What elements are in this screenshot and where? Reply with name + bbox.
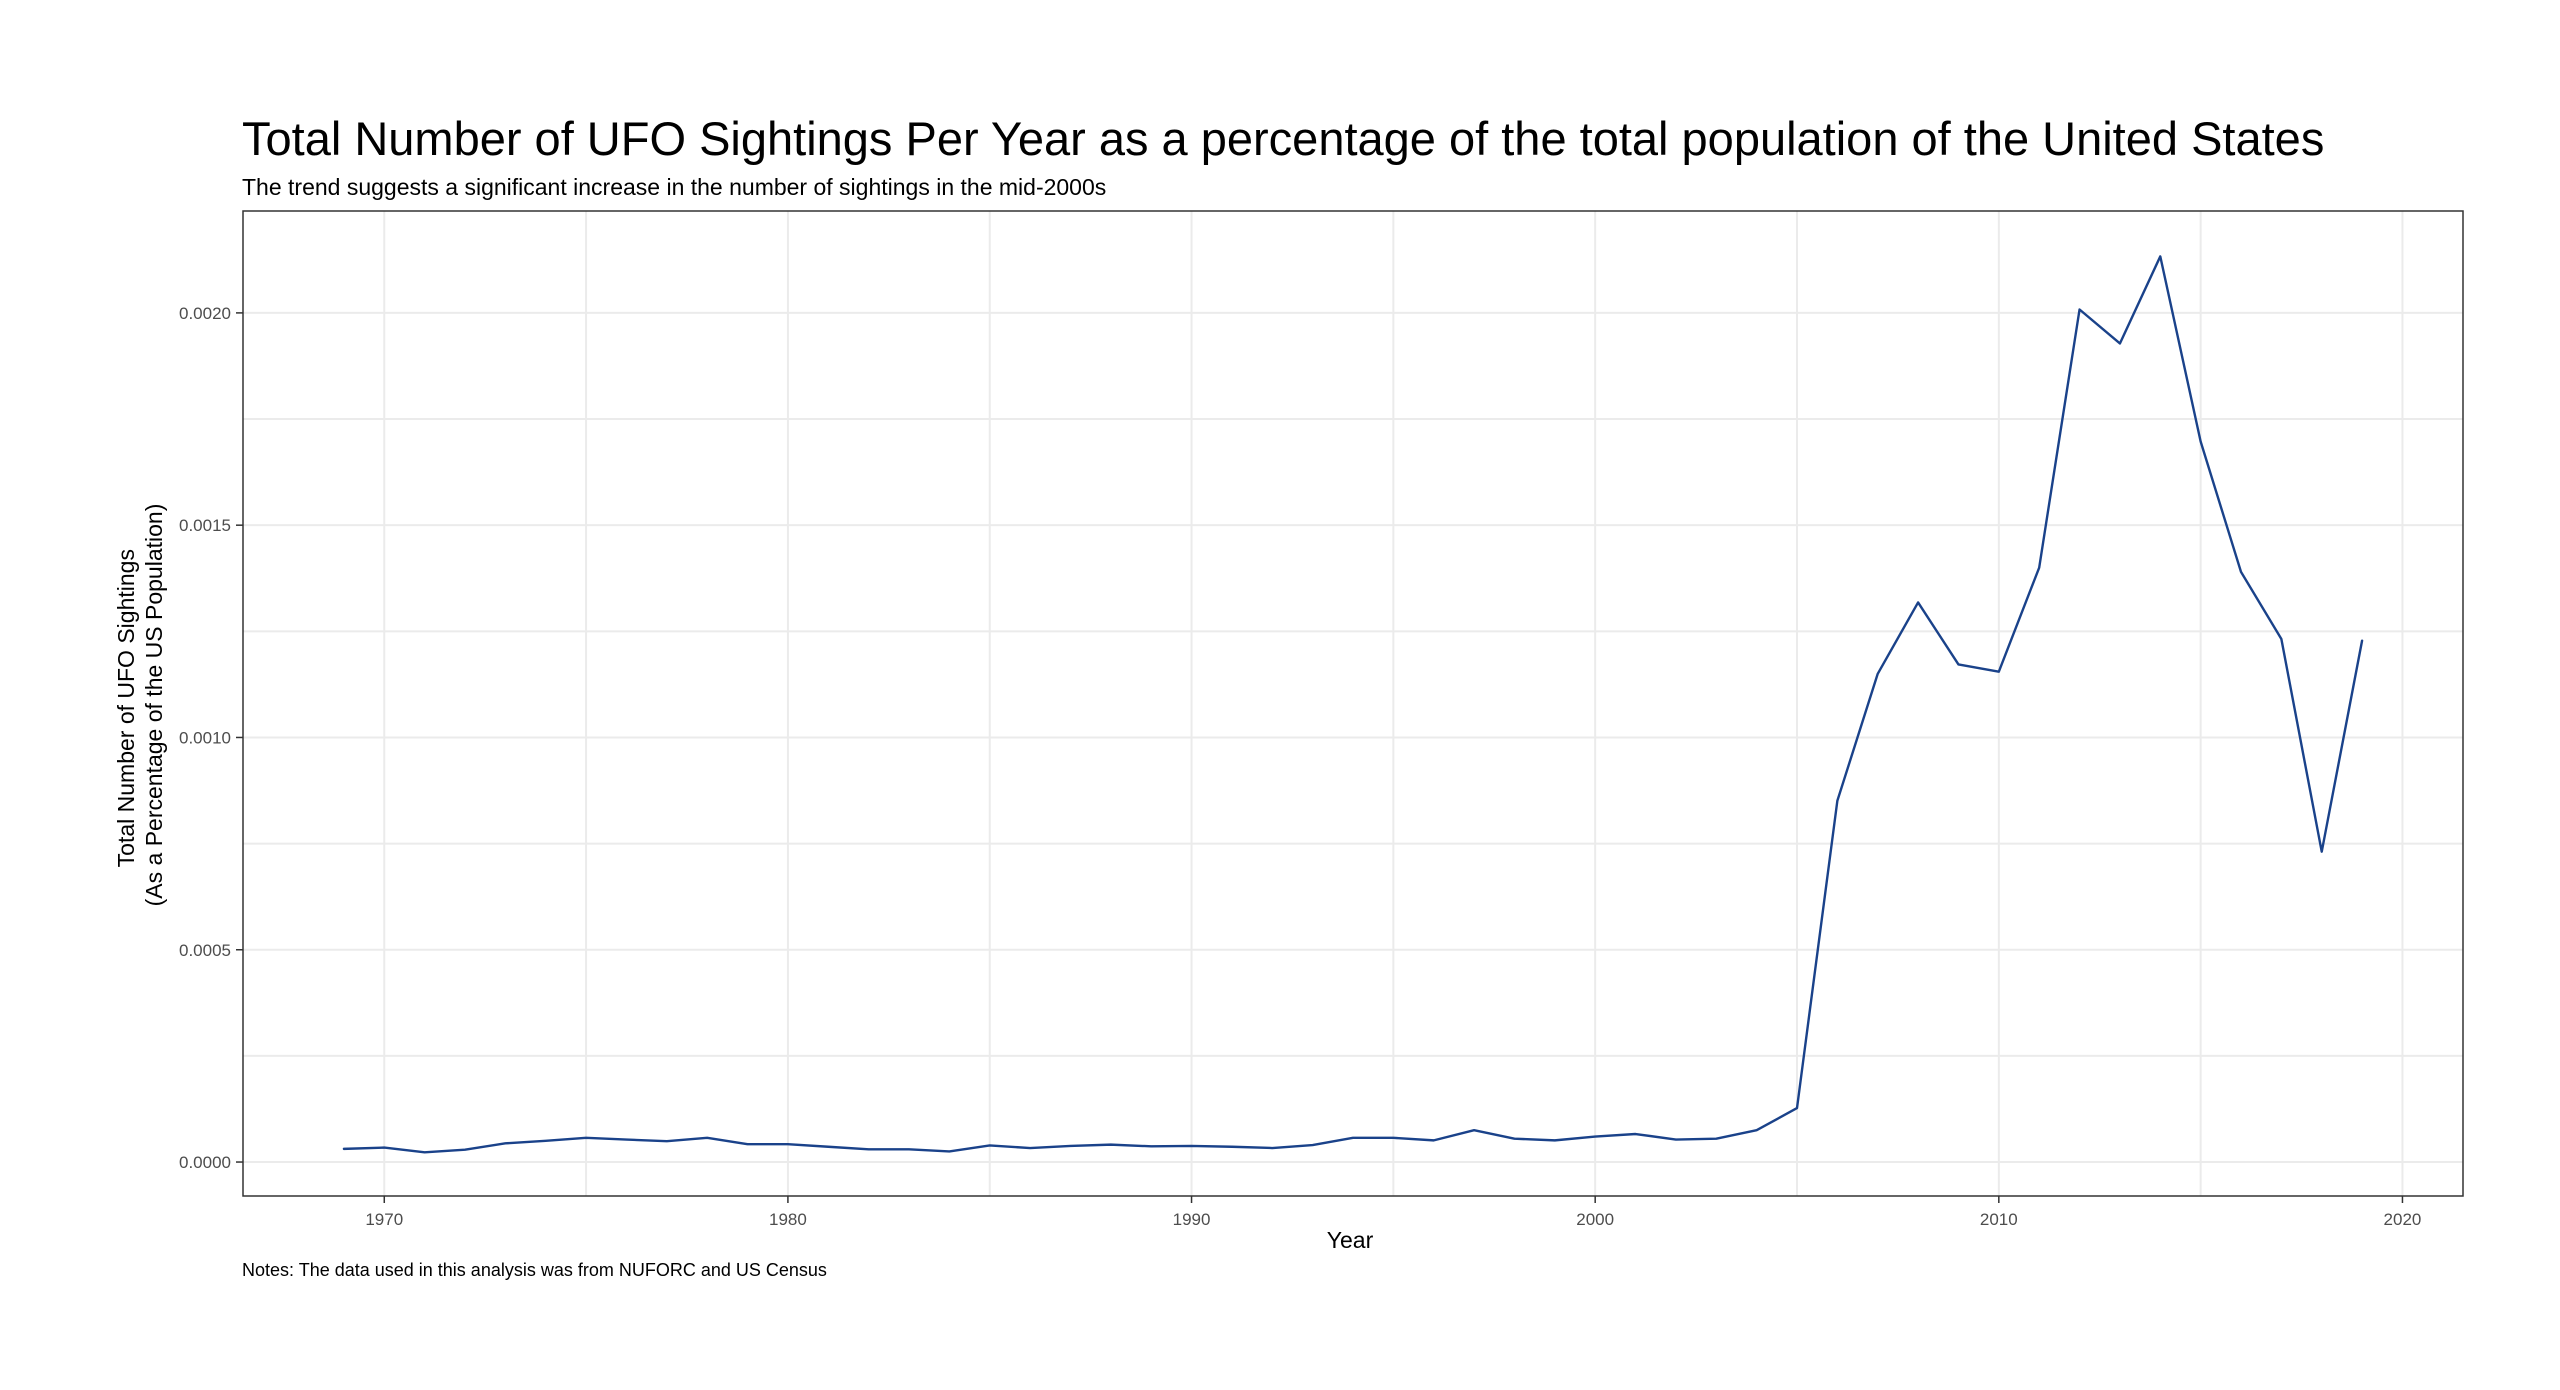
y-tick-label: 0.0015: [179, 516, 231, 535]
series-line: [342, 255, 2364, 1154]
y-tick-label: 0.0010: [179, 728, 231, 747]
x-tick-label: 2010: [1980, 1210, 2018, 1229]
y-axis-title-line-2: (As a Percentage of the US Population): [141, 504, 167, 907]
y-tick-label: 0.0020: [179, 304, 231, 323]
x-tick-label: 2020: [2384, 1210, 2422, 1229]
chart-title: Total Number of UFO Sightings Per Year a…: [242, 112, 2324, 165]
x-tick-label: 1990: [1173, 1210, 1211, 1229]
grid-lines: [243, 211, 2463, 1196]
plot-panel-border: [242, 210, 2464, 1197]
axis-ticks: 1970 1980 1990 2000 2010 2020 0.0000 0.0005 0.00…: [179, 304, 2421, 1229]
x-tick-label: 1980: [769, 1210, 807, 1229]
y-axis-title-line-1: Total Number of UFO Sightings: [113, 549, 139, 867]
x-tick-label: 2000: [1576, 1210, 1614, 1229]
chart-subtitle: The trend suggests a significant increas…: [242, 174, 1106, 200]
x-axis-title: Year: [1327, 1227, 1374, 1253]
x-tick-label: 1970: [365, 1210, 403, 1229]
y-tick-label: 0.0000: [179, 1153, 231, 1172]
series-layer: [342, 255, 2364, 1154]
y-axis-title: Total Number of UFO Sightings (As a Perc…: [113, 504, 167, 907]
chart-caption: Notes: The data used in this analysis wa…: [242, 1260, 827, 1280]
y-tick-label: 0.0005: [179, 941, 231, 960]
